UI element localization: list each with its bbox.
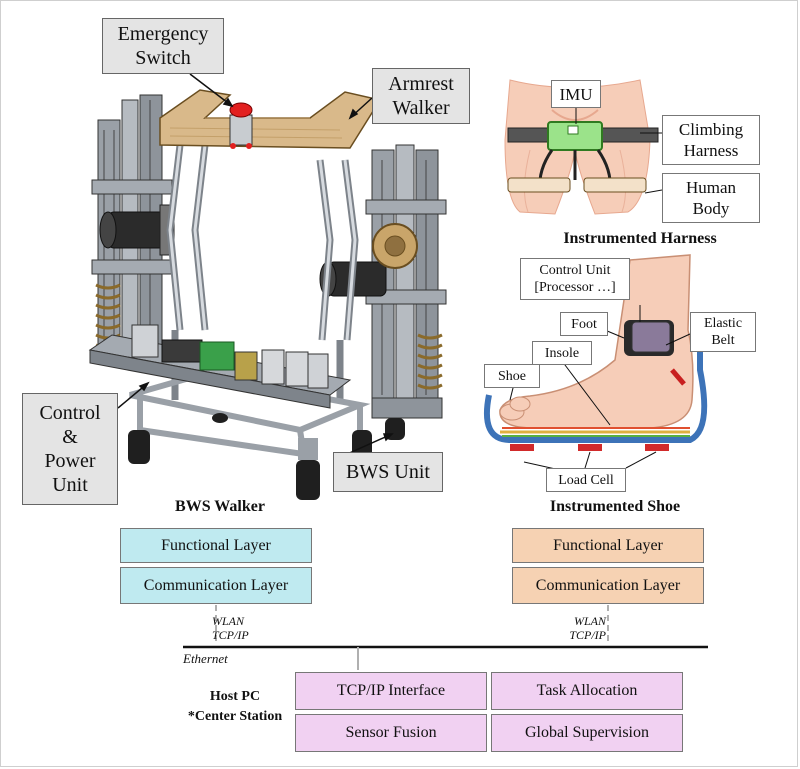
host-pc-line1: Host PC (209, 689, 261, 704)
human-body-line1: Human (685, 178, 737, 197)
walker-base (129, 371, 371, 463)
control-power-unit-label: Control & Power Unit (22, 393, 118, 505)
walker-frame-highlight (168, 144, 357, 341)
shoe-link-line2: TCP/IP (569, 628, 606, 642)
bws-walker-heading: BWS Walker (175, 498, 265, 515)
control-power-unit-line2: & (62, 426, 78, 448)
harness-illustration (504, 79, 663, 215)
bws-unit-label-text: BWS Unit (346, 461, 430, 483)
tcp-ip-interface-module: TCP/IP Interface (295, 672, 487, 710)
left-motor (99, 204, 175, 256)
elastic-belt-label: Elastic Belt (690, 312, 756, 352)
right-spring (417, 333, 443, 390)
walker-link-label: WLAN TCP/IP (212, 614, 262, 642)
walker-pointers (117, 73, 394, 456)
control-unit-line2: [Processor …] (534, 280, 616, 295)
shoe-link-label: WLAN TCP/IP (562, 614, 606, 642)
electronics-platform (88, 324, 352, 409)
imu-label-text: IMU (559, 84, 593, 104)
control-power-unit-line3: Power (44, 450, 96, 472)
walker-communication-layer: Communication Layer (120, 567, 312, 604)
emergency-switch-label-line2: Switch (135, 47, 191, 69)
armrest-walker-label: Armrest Walker (372, 68, 470, 124)
instrumented-harness-heading: Instrumented Harness (563, 230, 717, 247)
emergency-switch (229, 102, 253, 149)
armrest-walker-label-line1: Armrest (388, 73, 454, 95)
climbing-harness-label: Climbing Harness (662, 115, 760, 165)
control-power-unit-line1: Control (39, 402, 101, 424)
task-allocation-module: Task Allocation (491, 672, 683, 710)
emergency-switch-label-line1: Emergency (117, 23, 209, 45)
right-motor (319, 223, 418, 297)
control-power-unit-line4: Unit (52, 474, 88, 496)
sensor-fusion-module: Sensor Fusion (295, 714, 487, 752)
elastic-belt-line1: Elastic (703, 316, 743, 331)
instrumented-shoe-heading: Instrumented Shoe (549, 498, 681, 515)
walker-link-line1: WLAN (212, 614, 245, 628)
armrest-walker-label-line2: Walker (392, 97, 450, 119)
insole-label: Insole (532, 341, 592, 365)
walker-functional-layer: Functional Layer (120, 528, 312, 563)
armrest (159, 89, 382, 149)
foot-label: Foot (560, 312, 608, 336)
human-body-label: Human Body (662, 173, 760, 223)
climbing-harness-line1: Climbing (678, 120, 744, 139)
emergency-switch-label: Emergency Switch (102, 18, 224, 74)
human-body-line2: Body (692, 199, 730, 218)
insole-label-text: Insole (544, 345, 580, 361)
network-lines (183, 605, 708, 670)
control-unit-line1: Control Unit (539, 263, 611, 278)
shoe-illustration (483, 254, 708, 471)
shoe-functional-layer: Functional Layer (512, 528, 704, 563)
bws-unit-block (371, 397, 443, 419)
left-spring (95, 283, 121, 350)
foot-label-text: Foot (571, 316, 597, 332)
walker-link-line2: TCP/IP (212, 628, 249, 642)
shoe-label-text: Shoe (498, 368, 526, 384)
host-pc-line2: *Center Station (187, 709, 283, 724)
ethernet-label: Ethernet (183, 651, 228, 666)
control-unit-label: Control Unit [Processor …] (520, 258, 630, 300)
imu-label: IMU (551, 80, 601, 108)
bws-walker-illustration (88, 73, 447, 500)
load-cell-label: Load Cell (546, 468, 626, 492)
shoe-communication-layer: Communication Layer (512, 567, 704, 604)
shoe-label: Shoe (484, 364, 540, 388)
shoe-link-line1: WLAN (573, 614, 606, 628)
elastic-belt-line2: Belt (711, 333, 735, 348)
bws-unit-label: BWS Unit (333, 452, 443, 492)
load-cell-label-text: Load Cell (558, 472, 614, 488)
global-supervision-module: Global Supervision (491, 714, 683, 752)
climbing-harness-line2: Harness (683, 141, 739, 160)
host-pc-label: Host PC *Center Station (180, 687, 290, 727)
